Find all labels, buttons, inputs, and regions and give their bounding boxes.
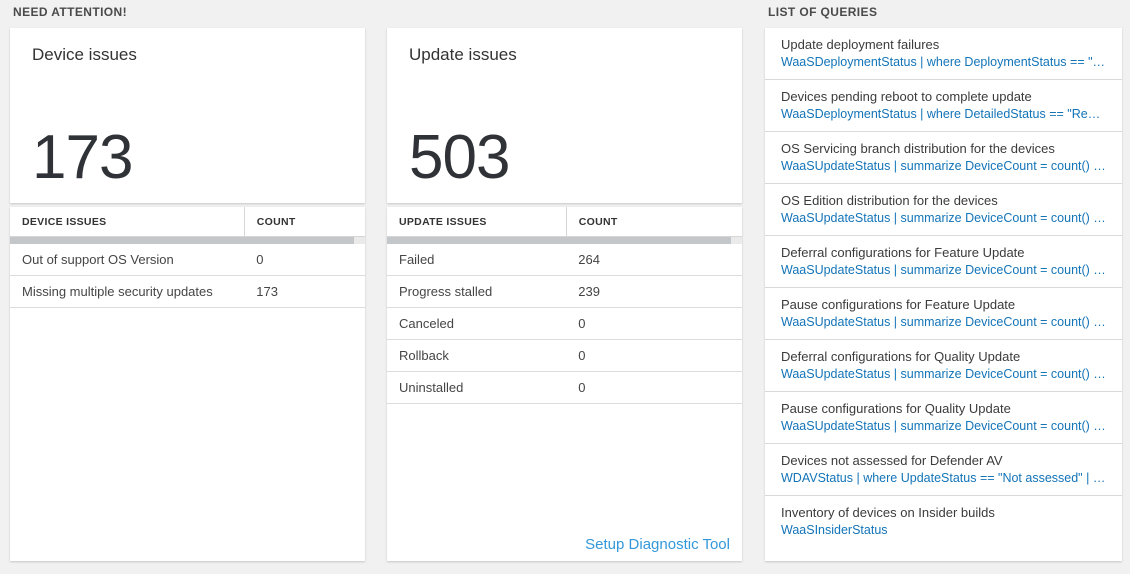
list-of-queries-section-title: LIST OF QUERIES xyxy=(768,5,878,19)
update-issue-count: 0 xyxy=(566,307,742,340)
update-table-scrollbar-thumb[interactable] xyxy=(387,237,732,244)
query-code[interactable]: WaaSUpdateStatus | summarize DeviceCount… xyxy=(781,419,1106,433)
update-issues-table-header-row: UPDATE ISSUES COUNT xyxy=(387,207,742,237)
query-list-item[interactable]: OS Servicing branch distribution for the… xyxy=(765,132,1122,184)
update-issue-label: Canceled xyxy=(387,307,567,340)
table-row[interactable]: Uninstalled 0 xyxy=(387,371,742,404)
device-issue-count: 0 xyxy=(244,244,365,276)
query-title: Pause configurations for Quality Update xyxy=(781,401,1011,416)
device-issue-label: Missing multiple security updates xyxy=(10,275,245,308)
query-code[interactable]: WaaSUpdateStatus | summarize DeviceCount… xyxy=(781,367,1106,381)
update-table-horizontal-scrollbar[interactable] xyxy=(387,237,742,244)
update-issues-column-header: UPDATE ISSUES xyxy=(387,207,567,237)
query-code[interactable]: WaaSUpdateStatus | summarize DeviceCount… xyxy=(781,263,1106,277)
device-table-horizontal-scrollbar[interactable] xyxy=(10,237,365,244)
query-title: Deferral configurations for Feature Upda… xyxy=(781,245,1025,260)
query-title: Deferral configurations for Quality Upda… xyxy=(781,349,1021,364)
table-row[interactable]: Rollback 0 xyxy=(387,339,742,372)
device-issues-tile[interactable]: Device issues 173 xyxy=(10,28,365,203)
query-list-item[interactable]: Inventory of devices on Insider builds W… xyxy=(765,496,1122,547)
device-issues-table-tile: DEVICE ISSUES COUNT Out of support OS Ve… xyxy=(10,207,365,561)
device-issue-label: Out of support OS Version xyxy=(10,244,245,276)
device-issues-count: 173 xyxy=(32,123,133,192)
query-list-item[interactable]: Devices pending reboot to complete updat… xyxy=(765,80,1122,132)
setup-diagnostic-tool-link[interactable]: Setup Diagnostic Tool xyxy=(585,536,730,553)
query-list-item[interactable]: Pause configurations for Feature Update … xyxy=(765,288,1122,340)
query-list-item[interactable]: Update deployment failures WaaSDeploymen… xyxy=(765,28,1122,80)
table-row[interactable]: Missing multiple security updates 173 xyxy=(10,275,365,308)
table-row[interactable]: Canceled 0 xyxy=(387,307,742,340)
query-title: Inventory of devices on Insider builds xyxy=(781,505,995,520)
update-issue-count: 264 xyxy=(566,244,742,276)
query-title: OS Edition distribution for the devices xyxy=(781,193,998,208)
update-issue-count: 0 xyxy=(566,339,742,372)
device-issue-count: 173 xyxy=(244,275,365,308)
query-code[interactable]: WaaSDeploymentStatus | where DetailedSta… xyxy=(781,107,1106,121)
query-code[interactable]: WDAVStatus | where UpdateStatus == "Not … xyxy=(781,471,1106,485)
device-count-column-header: COUNT xyxy=(244,207,365,237)
update-issue-count: 239 xyxy=(566,275,742,308)
query-list-item[interactable]: Pause configurations for Quality Update … xyxy=(765,392,1122,444)
query-title: OS Servicing branch distribution for the… xyxy=(781,141,1055,156)
list-of-queries-panel: Update deployment failures WaaSDeploymen… xyxy=(765,28,1122,561)
table-row[interactable]: Failed 264 xyxy=(387,244,742,276)
query-code[interactable]: WaaSUpdateStatus | summarize DeviceCount… xyxy=(781,159,1106,173)
query-list-item[interactable]: Deferral configurations for Quality Upda… xyxy=(765,340,1122,392)
device-issues-table-header-row: DEVICE ISSUES COUNT xyxy=(10,207,365,237)
update-count-column-header: COUNT xyxy=(566,207,742,237)
query-code[interactable]: WaaSDeploymentStatus | where DeploymentS… xyxy=(781,55,1106,69)
device-issues-title: Device issues xyxy=(32,45,137,64)
query-code[interactable]: WaaSUpdateStatus | summarize DeviceCount… xyxy=(781,211,1106,225)
update-issues-table: UPDATE ISSUES COUNT xyxy=(387,207,742,237)
device-table-scrollbar-thumb[interactable] xyxy=(10,237,355,244)
query-title: Update deployment failures xyxy=(781,37,940,52)
query-title: Devices not assessed for Defender AV xyxy=(781,453,1003,468)
query-title: Pause configurations for Feature Update xyxy=(781,297,1016,312)
query-code[interactable]: WaaSInsiderStatus xyxy=(781,523,888,537)
table-row[interactable]: Progress stalled 239 xyxy=(387,275,742,308)
device-issues-column-header: DEVICE ISSUES xyxy=(10,207,245,237)
table-row[interactable]: Out of support OS Version 0 xyxy=(10,244,365,276)
update-issues-title: Update issues xyxy=(409,45,517,64)
query-code[interactable]: WaaSUpdateStatus | summarize DeviceCount… xyxy=(781,315,1106,329)
update-issue-label: Rollback xyxy=(387,339,567,372)
query-list-item[interactable]: Devices not assessed for Defender AV WDA… xyxy=(765,444,1122,496)
update-issue-label: Progress stalled xyxy=(387,275,567,308)
need-attention-section-title: NEED ATTENTION! xyxy=(13,5,127,19)
update-issue-label: Failed xyxy=(387,244,567,276)
device-issues-table: DEVICE ISSUES COUNT xyxy=(10,207,365,237)
update-issues-table-tile: UPDATE ISSUES COUNT Failed 264 Progress … xyxy=(387,207,742,561)
query-list-item[interactable]: OS Edition distribution for the devices … xyxy=(765,184,1122,236)
update-issues-count: 503 xyxy=(409,123,510,192)
update-issue-count: 0 xyxy=(566,371,742,404)
update-issues-tile[interactable]: Update issues 503 xyxy=(387,28,742,203)
query-title: Devices pending reboot to complete updat… xyxy=(781,89,1032,104)
query-list-item[interactable]: Deferral configurations for Feature Upda… xyxy=(765,236,1122,288)
update-issue-label: Uninstalled xyxy=(387,371,567,404)
